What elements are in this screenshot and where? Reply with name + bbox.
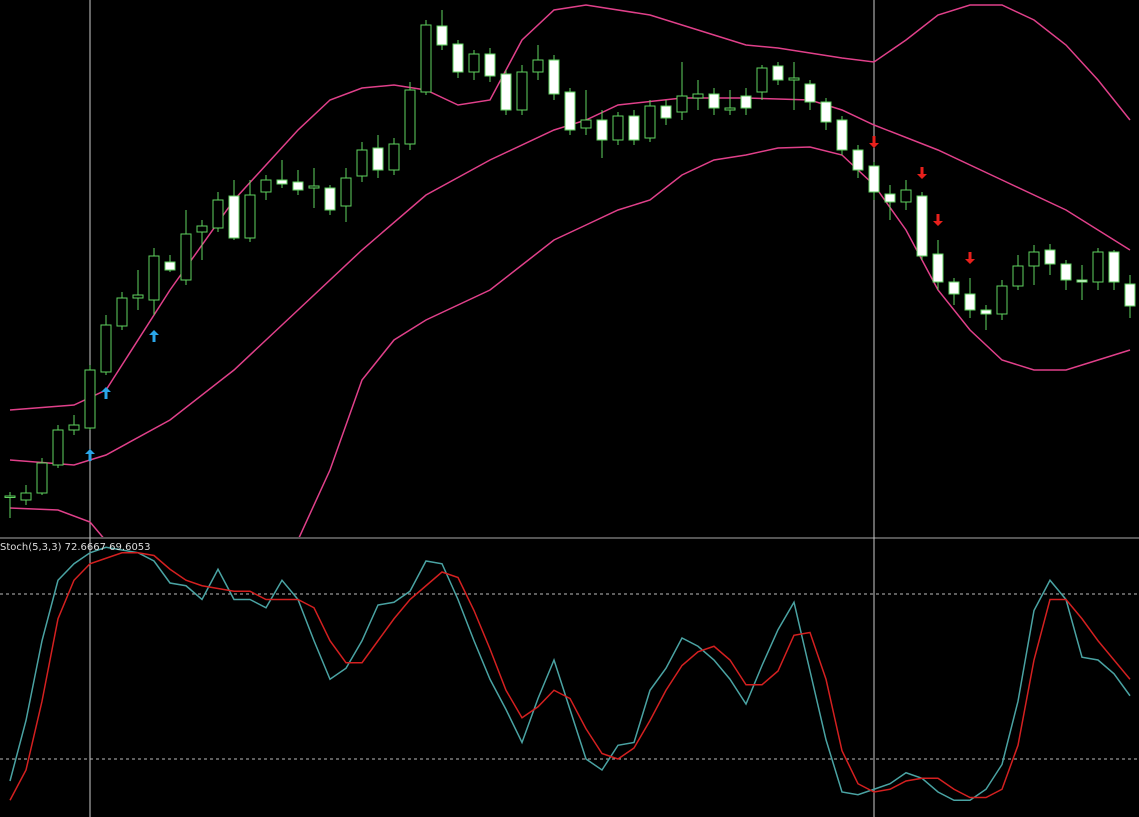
candle-body xyxy=(788,77,800,81)
candle-body xyxy=(244,194,256,239)
candle-body xyxy=(1108,251,1120,283)
candle-body xyxy=(532,59,544,73)
candle-body xyxy=(644,105,656,139)
candle-body xyxy=(308,185,320,189)
candle-body xyxy=(164,261,176,271)
sell-arrow xyxy=(917,167,927,179)
candle-body xyxy=(4,495,16,498)
candle-body xyxy=(948,281,960,295)
candle-body xyxy=(68,424,80,431)
candle-body xyxy=(212,199,224,229)
sell-arrow xyxy=(965,252,975,264)
candle-body xyxy=(580,119,592,129)
candle-body xyxy=(756,67,768,93)
candle-body xyxy=(868,165,880,193)
candle-body xyxy=(84,369,96,429)
candle-body xyxy=(404,89,416,145)
candle-body xyxy=(1044,249,1056,265)
candle-body xyxy=(724,107,736,111)
candle-body xyxy=(804,83,816,103)
candle-body xyxy=(564,91,576,131)
candle-body xyxy=(356,149,368,177)
candle-body xyxy=(1060,263,1072,281)
candle-body xyxy=(548,59,560,95)
candle-body xyxy=(692,93,704,99)
candle-body xyxy=(916,195,928,257)
candle-body xyxy=(20,492,32,501)
stoch-panel xyxy=(0,546,1139,801)
candle-body xyxy=(1092,251,1104,283)
candle-body xyxy=(100,324,112,373)
candle-body xyxy=(628,115,640,141)
buy-arrow xyxy=(101,387,111,399)
candle-body xyxy=(324,187,336,211)
line xyxy=(9,146,1131,537)
candle-body xyxy=(884,193,896,203)
candle-body xyxy=(420,24,432,93)
candle-body xyxy=(964,293,976,311)
candle-body xyxy=(596,119,608,141)
candle-body xyxy=(132,294,144,299)
line xyxy=(9,546,1131,801)
candle-body xyxy=(340,177,352,207)
candle-body xyxy=(1012,265,1024,287)
candle-body xyxy=(500,73,512,111)
candle-body xyxy=(836,119,848,151)
candle-body xyxy=(660,105,672,119)
candle-body xyxy=(708,93,720,109)
candle-body xyxy=(516,71,528,111)
candle-body xyxy=(116,297,128,327)
candle-body xyxy=(980,309,992,315)
candle-body xyxy=(276,179,288,185)
candle-body xyxy=(1124,283,1136,307)
candle-body xyxy=(52,429,64,466)
candle-body xyxy=(148,255,160,301)
candle-body xyxy=(196,225,208,233)
candle-body xyxy=(740,95,752,109)
candle-body xyxy=(388,143,400,171)
candle-body xyxy=(436,25,448,46)
line xyxy=(9,4,1131,411)
price-panel xyxy=(4,4,1136,537)
buy-arrow xyxy=(149,330,159,342)
candle-body xyxy=(932,253,944,283)
candle-body xyxy=(900,189,912,203)
candle-body xyxy=(292,181,304,191)
indicator-label: Stoch(5,3,3) 72.6667 69.6053 xyxy=(0,542,151,553)
candle-body xyxy=(452,43,464,73)
buy-arrow xyxy=(85,449,95,461)
candle-body xyxy=(852,149,864,171)
candle-body xyxy=(228,195,240,239)
sell-arrow xyxy=(933,214,943,226)
candle-body xyxy=(1076,279,1088,283)
candle-body xyxy=(260,179,272,193)
candle-body xyxy=(36,462,48,494)
candle-body xyxy=(180,233,192,281)
line xyxy=(9,97,1131,466)
candle-body xyxy=(676,95,688,113)
candle-body xyxy=(372,147,384,171)
candle-body xyxy=(484,53,496,77)
line xyxy=(9,552,1131,801)
candle-body xyxy=(612,115,624,141)
candle-body xyxy=(772,65,784,81)
sell-arrow xyxy=(869,136,879,148)
candle-body xyxy=(996,285,1008,315)
candle-body xyxy=(1028,251,1040,267)
candle-body xyxy=(820,101,832,123)
candle-body xyxy=(468,53,480,73)
